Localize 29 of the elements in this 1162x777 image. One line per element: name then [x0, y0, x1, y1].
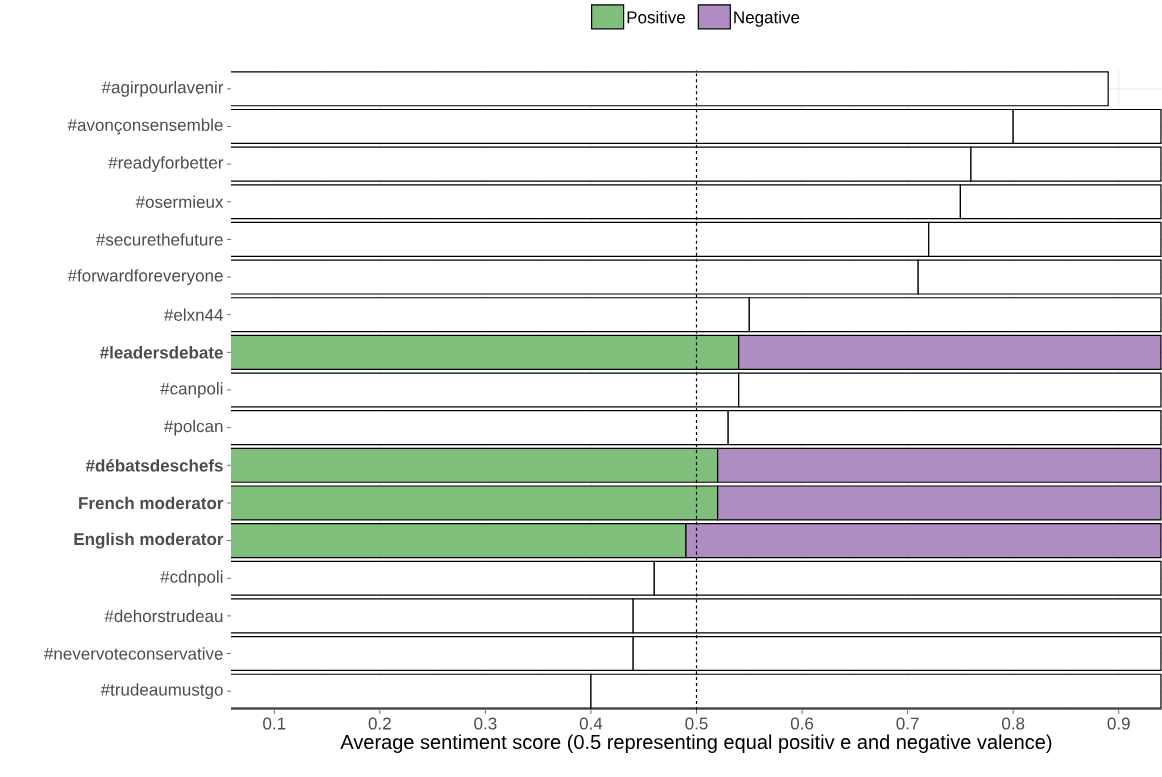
- y-tick-label: #securethefuture: [95, 233, 223, 246]
- y-tick-label: #nevervoteconservative: [44, 647, 223, 660]
- y-tick-label: #trudeaumustgo: [100, 683, 223, 700]
- legend-label: Negative: [734, 10, 800, 27]
- x-tick-label: 0.4: [579, 717, 603, 730]
- y-tick-label: #cdnpoli: [160, 570, 223, 587]
- y-tick-label: #polcan: [164, 419, 223, 436]
- y-tick-label: #leadersdebate: [99, 346, 223, 359]
- y-tick-label: #osermieux: [135, 195, 224, 209]
- x-tick-label: 0.8: [1002, 717, 1025, 730]
- y-tick-label: French moderator: [79, 496, 224, 510]
- y-tick-label: #débatsdeschefs: [85, 458, 223, 472]
- x-axis-title: Average sentiment score (0.5 representing equal positiv e and negative valence): [340, 734, 1052, 754]
- y-tick-label: #elxn44: [164, 308, 223, 321]
- x-tick-label: 0.7: [896, 717, 919, 730]
- legend-label: Positive: [627, 10, 685, 24]
- y-tick-label: #avonçonsensemble: [67, 118, 223, 135]
- x-tick-label: 0.2: [368, 717, 391, 730]
- y-tick-label: #canpoli: [160, 382, 223, 398]
- x-tick-label: 0.9: [1107, 717, 1130, 730]
- x-tick-label: 0.3: [474, 717, 497, 730]
- x-tick-label: 0.6: [790, 717, 814, 730]
- y-tick-label: #agirpourlavenir: [101, 80, 224, 97]
- y-tick-label: #dehorstrudeau: [104, 609, 223, 623]
- y-tick-label: #forwardforeveryone: [67, 269, 223, 285]
- x-tick-label: 0.1: [263, 717, 286, 730]
- x-tick-label: 0.5: [685, 717, 708, 730]
- y-tick-label: #readyforbetter: [108, 156, 224, 173]
- y-tick-label: English moderator: [74, 532, 224, 549]
